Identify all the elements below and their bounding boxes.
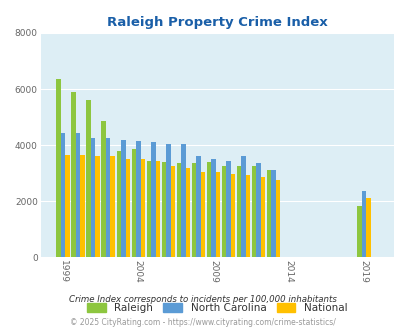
Bar: [215, 172, 220, 257]
Bar: [211, 159, 215, 257]
Bar: [86, 100, 91, 257]
Text: Crime Index corresponds to incidents per 100,000 inhabitants: Crime Index corresponds to incidents per…: [69, 295, 336, 304]
Bar: [260, 178, 264, 257]
Bar: [140, 159, 145, 257]
Bar: [151, 143, 155, 257]
Bar: [161, 162, 166, 257]
Bar: [245, 176, 249, 257]
Bar: [131, 149, 136, 257]
Bar: [80, 155, 85, 257]
Bar: [116, 151, 121, 257]
Bar: [256, 163, 260, 257]
Bar: [206, 162, 211, 257]
Bar: [121, 140, 125, 257]
Bar: [251, 166, 256, 257]
Bar: [76, 133, 80, 257]
Bar: [181, 144, 185, 257]
Bar: [241, 156, 245, 257]
Bar: [236, 166, 241, 257]
Bar: [360, 191, 365, 257]
Text: © 2025 CityRating.com - https://www.cityrating.com/crime-statistics/: © 2025 CityRating.com - https://www.city…: [70, 318, 335, 327]
Bar: [200, 172, 205, 257]
Bar: [106, 138, 110, 257]
Legend: Raleigh, North Carolina, National: Raleigh, North Carolina, National: [87, 303, 347, 313]
Bar: [146, 161, 151, 257]
Bar: [125, 159, 130, 257]
Bar: [266, 170, 271, 257]
Bar: [191, 163, 196, 257]
Bar: [71, 92, 76, 257]
Bar: [185, 168, 190, 257]
Bar: [196, 156, 200, 257]
Bar: [275, 180, 279, 257]
Title: Raleigh Property Crime Index: Raleigh Property Crime Index: [107, 16, 327, 29]
Bar: [271, 170, 275, 257]
Bar: [166, 144, 170, 257]
Bar: [226, 161, 230, 257]
Bar: [230, 174, 234, 257]
Bar: [155, 161, 160, 257]
Bar: [101, 121, 106, 257]
Bar: [356, 206, 360, 257]
Bar: [136, 141, 140, 257]
Bar: [65, 155, 70, 257]
Bar: [110, 156, 115, 257]
Bar: [176, 163, 181, 257]
Bar: [365, 199, 370, 257]
Bar: [56, 79, 61, 257]
Bar: [91, 138, 95, 257]
Bar: [170, 166, 175, 257]
Bar: [221, 166, 226, 257]
Bar: [95, 156, 100, 257]
Bar: [61, 133, 65, 257]
